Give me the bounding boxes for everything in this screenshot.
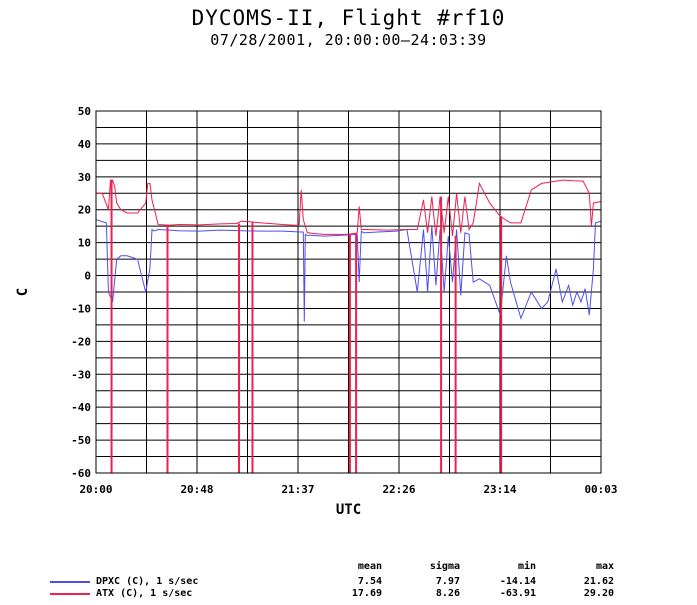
y-tick-label: -20 [71, 335, 91, 348]
y-tick-label: 0 [84, 270, 91, 283]
y-tick-label: 40 [78, 138, 91, 151]
stats-header-sigma: sigma [429, 561, 460, 572]
chart-subtitle: 07/28/2001, 20:00:00–24:03:39 [210, 31, 487, 49]
y-tick-label: -40 [71, 401, 91, 414]
y-tick-label: 20 [78, 204, 91, 217]
x-tick-label: 00:03 [584, 483, 617, 496]
x-tick-label: 21:37 [281, 483, 314, 496]
y-tick-label: -50 [71, 434, 91, 447]
legend-label-atx: ATX (C), 1 s/sec [96, 588, 193, 599]
stats-header-min: min [517, 561, 536, 572]
x-tick-labels: 20:00 20:48 21:37 22:26 23:14 00:03 [79, 483, 617, 496]
stats-atx-min: -63.91 [499, 588, 536, 599]
y-tick-label: -30 [71, 368, 91, 381]
y-tick-label: 50 [78, 105, 91, 118]
grid [96, 110, 601, 474]
stats-atx-mean: 17.69 [351, 588, 382, 599]
series-layer [95, 179, 602, 473]
stats-atx-sigma: 8.26 [435, 588, 460, 599]
legend-swatch-dpxc [50, 581, 90, 583]
x-tick-label: 22:26 [382, 483, 415, 496]
legend-label-dpxc: DPXC (C), 1 s/sec [96, 576, 199, 587]
x-tick-label: 20:00 [79, 483, 112, 496]
y-tick-label: -60 [71, 467, 91, 480]
plot-frame [95, 110, 602, 474]
x-tick-label: 23:14 [483, 483, 516, 496]
stats-dpxc-min: -14.14 [499, 576, 536, 587]
x-tick-label: 20:48 [180, 483, 213, 496]
stats-dpxc-sigma: 7.97 [435, 576, 460, 587]
stats-header-mean: mean [357, 561, 382, 572]
stats-dpxc-max: 21.62 [583, 576, 614, 587]
legend-swatch-atx [50, 593, 90, 595]
y-tick-label: 30 [78, 171, 91, 184]
x-axis-label: UTC [336, 502, 361, 518]
y-tick-label: 10 [78, 237, 91, 250]
stats-atx-max: 29.20 [583, 588, 614, 599]
y-tick-labels: 50 40 30 20 10 0 -10 -20 -30 -40 -50 -60 [71, 105, 91, 480]
stats-table: mean sigma min max DPXC (C), 1 s/sec 7.5… [0, 560, 697, 605]
line-chart: 50 40 30 20 10 0 -10 -20 -30 -40 -50 -60 20:00 20:48… [15, 105, 618, 518]
stats-dpxc-mean: 7.54 [357, 576, 382, 587]
series-line-atx [96, 179, 602, 237]
stats-header-max: max [595, 561, 614, 572]
y-tick-label: -10 [71, 302, 91, 315]
y-axis-label: C [15, 288, 31, 296]
chart-title: DYCOMS-II, Flight #rf10 [191, 6, 506, 30]
